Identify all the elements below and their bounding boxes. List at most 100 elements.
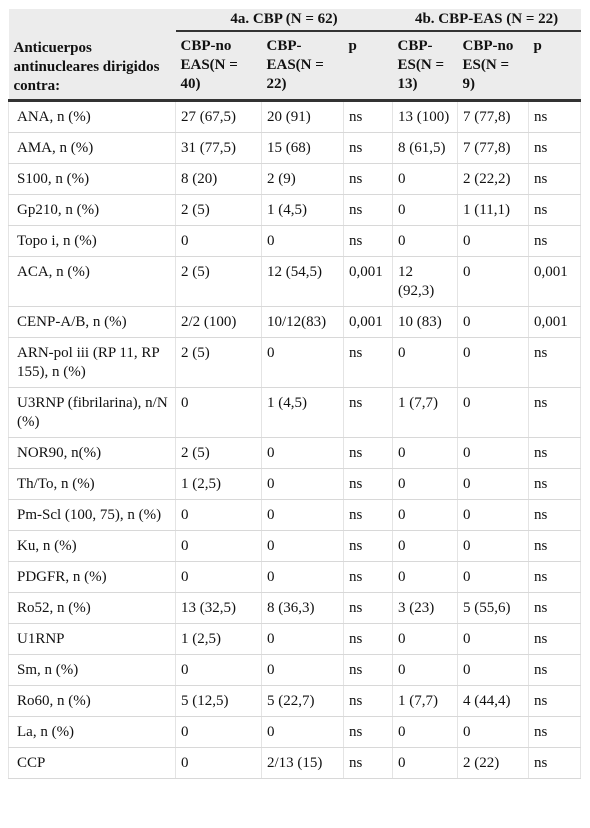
table-row: S100, n (%) 8 (20) 2 (9) ns 0 2 (22,2) ns: [8, 163, 582, 195]
table-cell: 0: [457, 561, 530, 593]
table-cell: 0: [261, 337, 344, 388]
table-cell: 1 (4,5): [261, 194, 344, 226]
table-cell: 4 (44,4): [457, 685, 530, 717]
table-cell: 0,001: [343, 256, 394, 307]
table-cell: 0: [175, 654, 262, 686]
table-cell: 3 (23): [392, 592, 459, 624]
table-cell: ns: [528, 530, 582, 562]
table-row: U1RNP 1 (2,5) 0 ns 0 0 ns: [8, 623, 582, 655]
table-cell: ns: [528, 225, 582, 257]
table-cell: 0,001: [343, 306, 394, 338]
table-cell: 0: [392, 499, 459, 531]
group-header: 4b. CBP-EAS (N = 22): [392, 9, 581, 32]
table-cell: 2/13 (15): [261, 747, 344, 779]
row-label: Gp210, n (%): [8, 194, 176, 226]
column-header: CBP-EAS(N = 22): [261, 31, 344, 102]
table-cell: ns: [343, 468, 394, 500]
group-header: 4a. CBP (N = 62): [175, 9, 393, 32]
table-cell: ns: [528, 468, 582, 500]
table-cell: ns: [528, 685, 582, 717]
table-cell: 0: [261, 437, 344, 469]
table-cell: ns: [343, 337, 394, 388]
table-row: Ro60, n (%) 5 (12,5) 5 (22,7) ns 1 (7,7) 4 (4…: [8, 685, 582, 717]
table-row: Ku, n (%) 0 0 ns 0 0 ns: [8, 530, 582, 562]
table-cell: 8 (61,5): [392, 132, 459, 164]
column-header: CBP-no EAS(N = 40): [175, 31, 262, 102]
row-label: Th/To, n (%): [8, 468, 176, 500]
table-row: CENP-A/B, n (%) 2/2 (100) 10/12(83) 0,001 10…: [8, 306, 582, 338]
table-cell: 0: [261, 225, 344, 257]
row-label: CCP: [8, 747, 176, 779]
table-row: Gp210, n (%) 2 (5) 1 (4,5) ns 0 1 (11,1) ns: [8, 194, 582, 226]
table-row: AMA, n (%) 31 (77,5) 15 (68) ns 8 (61,5) 7 (7…: [8, 132, 582, 164]
column-header: Anticuerpos antinucleares dirigidos cont…: [8, 31, 176, 102]
table-cell: 2 (5): [175, 337, 262, 388]
row-label: CENP-A/B, n (%): [8, 306, 176, 338]
table-cell: ns: [528, 387, 582, 438]
table-cell: ns: [528, 437, 582, 469]
table-cell: 0: [175, 499, 262, 531]
table-cell: ns: [343, 716, 394, 748]
table-row: Ro52, n (%) 13 (32,5) 8 (36,3) ns 3 (23) 5 (5…: [8, 592, 582, 624]
table-cell: 0: [392, 654, 459, 686]
table-cell: 15 (68): [261, 132, 344, 164]
table-cell: 0: [175, 716, 262, 748]
table-row: ACA, n (%) 2 (5) 12 (54,5) 0,001 12 (92,3) 0 0…: [8, 256, 582, 307]
table-cell: 0: [175, 387, 262, 438]
table-cell: 0: [457, 716, 530, 748]
table-cell: ns: [528, 499, 582, 531]
table-cell: 2 (22,2): [457, 163, 530, 195]
table-cell: ns: [528, 194, 582, 226]
column-header-row: Anticuerpos antinucleares dirigidos cont…: [8, 31, 581, 102]
column-header: CBP-no ES(N = 9): [457, 31, 529, 102]
row-label: S100, n (%): [8, 163, 176, 195]
table-cell: 0: [261, 623, 344, 655]
table-cell: 0,001: [528, 256, 582, 307]
table-cell: 0: [261, 561, 344, 593]
table-cell: 0: [392, 716, 459, 748]
table-row: Topo i, n (%) 0 0 ns 0 0 ns: [8, 225, 582, 257]
table-cell: 0: [457, 530, 530, 562]
table-cell: 0: [261, 654, 344, 686]
table-cell: ns: [343, 747, 394, 779]
table-row: La, n (%) 0 0 ns 0 0 ns: [8, 716, 582, 748]
table-cell: 13 (32,5): [175, 592, 262, 624]
row-label: ACA, n (%): [8, 256, 176, 307]
table-cell: 0: [175, 225, 262, 257]
table-cell: 0: [392, 468, 459, 500]
table-cell: ns: [343, 592, 394, 624]
table-cell: 0: [392, 747, 459, 779]
table-cell: 10/12(83): [261, 306, 344, 338]
table-cell: ns: [343, 163, 394, 195]
table-cell: 0: [457, 306, 530, 338]
table-row: Sm, n (%) 0 0 ns 0 0 ns: [8, 654, 582, 686]
table-cell: 0: [392, 561, 459, 593]
table-row: U3RNP (fibrilarina), n/N (%) 0 1 (4,5) ns 1 …: [8, 387, 582, 438]
table-cell: 7 (77,8): [457, 132, 530, 164]
table-cell: ns: [343, 100, 394, 133]
row-label: U3RNP (fibrilarina), n/N (%): [8, 387, 176, 438]
table-row: Th/To, n (%) 1 (2,5) 0 ns 0 0 ns: [8, 468, 582, 500]
table-cell: ns: [528, 100, 582, 133]
table-cell: ns: [343, 387, 394, 438]
table-cell: 5 (12,5): [175, 685, 262, 717]
table-cell: ns: [343, 561, 394, 593]
table-cell: 5 (55,6): [457, 592, 530, 624]
table-cell: 1 (2,5): [175, 468, 262, 500]
table-cell: 5 (22,7): [261, 685, 344, 717]
table-cell: 2 (9): [261, 163, 344, 195]
table-cell: ns: [343, 194, 394, 226]
table-cell: ns: [343, 623, 394, 655]
table-cell: 0: [175, 747, 262, 779]
row-label: ARN-pol iii (RP 11, RP 155), n (%): [8, 337, 176, 388]
table-cell: 2/2 (100): [175, 306, 262, 338]
table-cell: 2 (5): [175, 194, 262, 226]
column-header: p: [343, 31, 393, 102]
row-label: Ro60, n (%): [8, 685, 176, 717]
row-label: La, n (%): [8, 716, 176, 748]
row-label: U1RNP: [8, 623, 176, 655]
row-label: NOR90, n(%): [8, 437, 176, 469]
table-row: CCP 0 2/13 (15) ns 0 2 (22) ns: [8, 747, 582, 779]
table-cell: 0: [457, 225, 530, 257]
